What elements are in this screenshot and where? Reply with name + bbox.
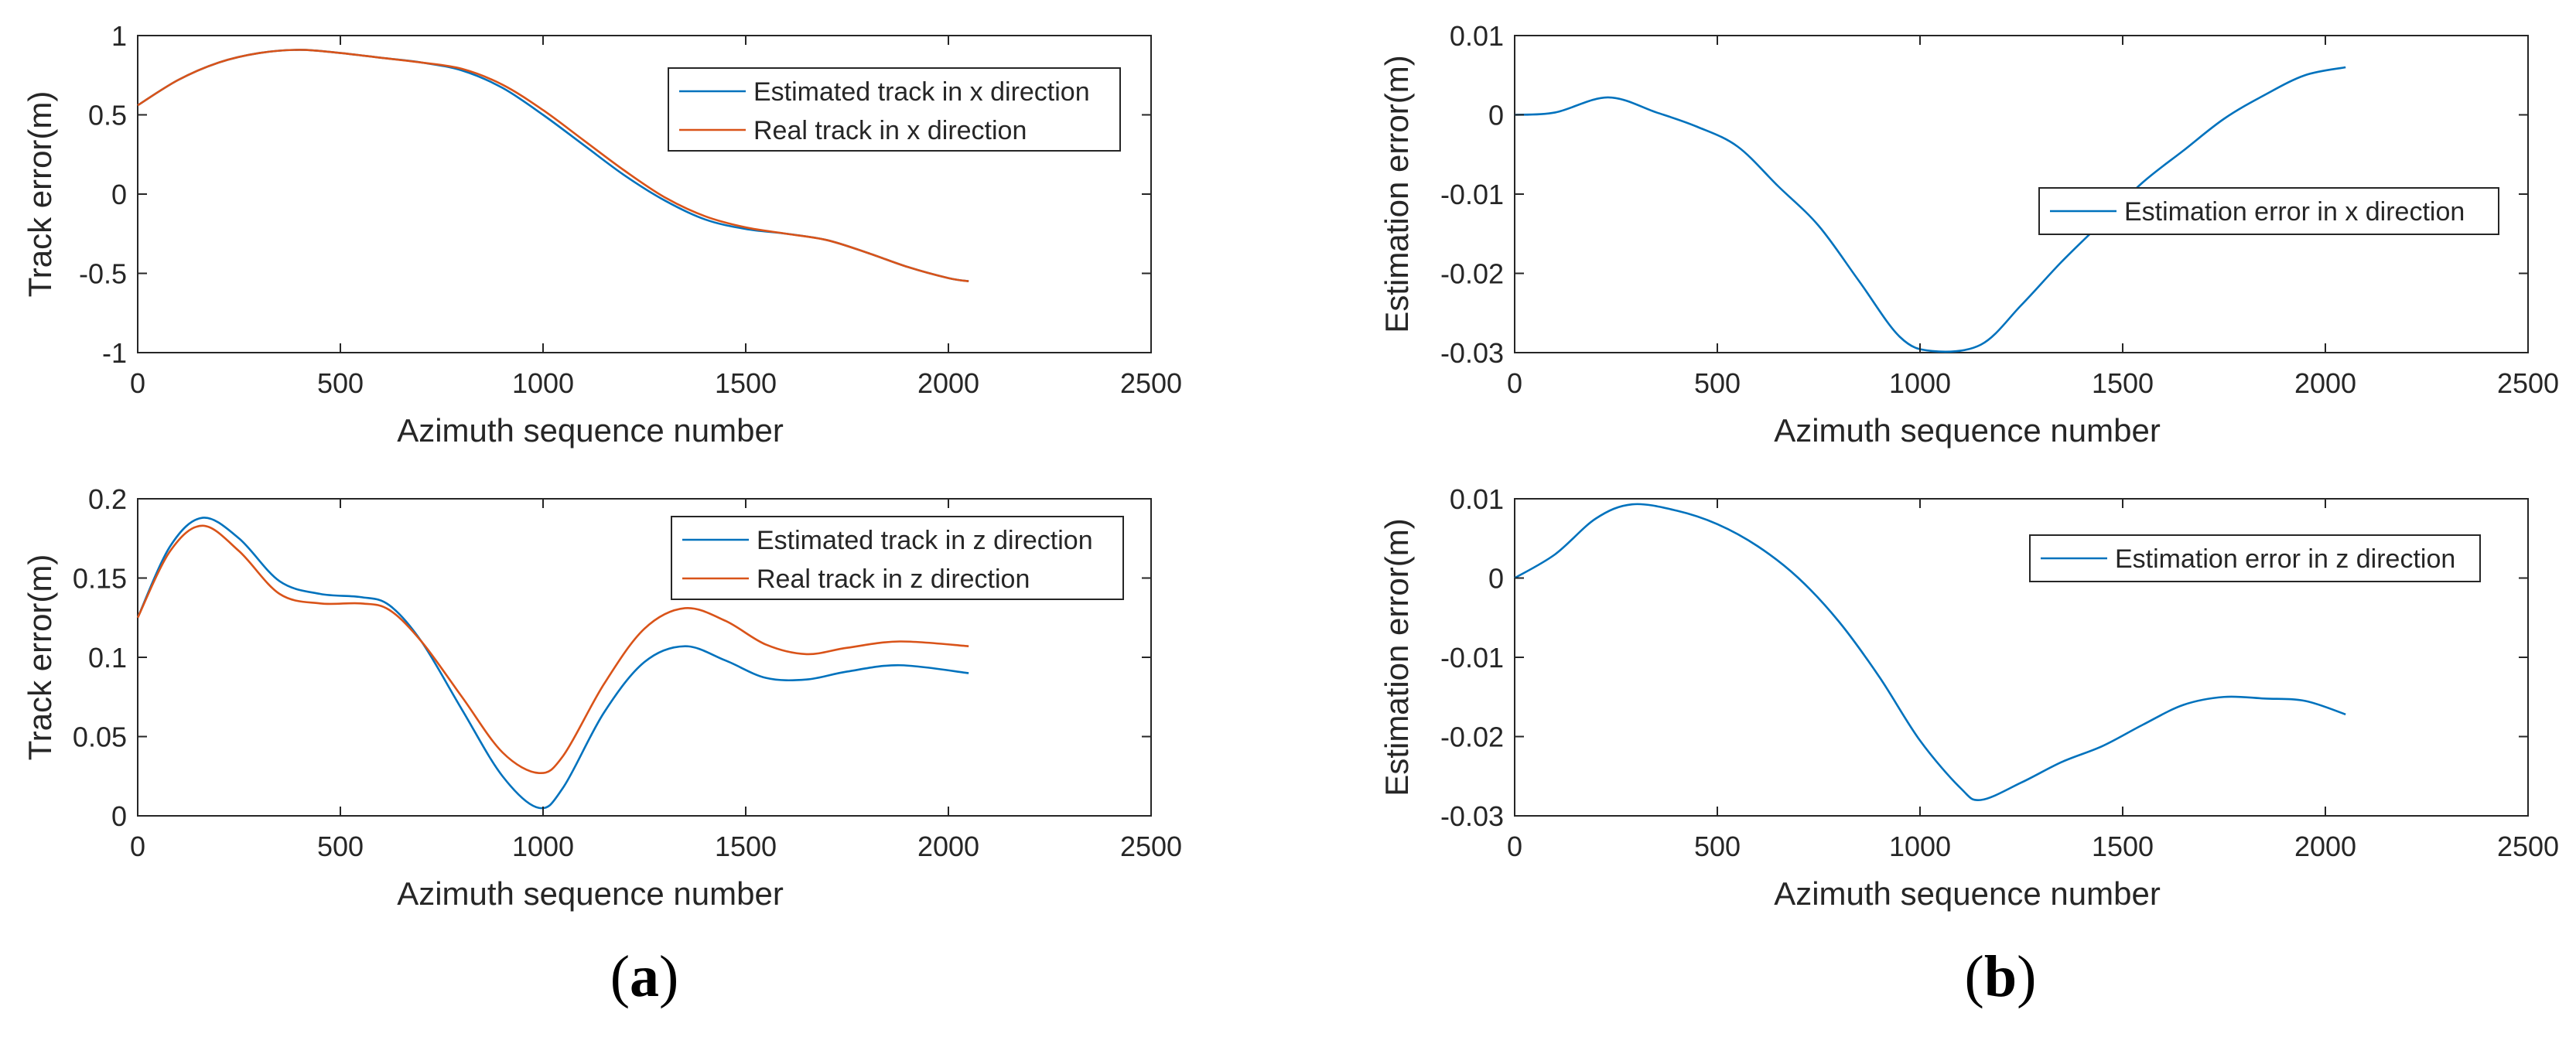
x-tick-label: 2000 bbox=[2294, 831, 2356, 862]
series-line-2 bbox=[136, 524, 969, 774]
y-tick-label: -0.03 bbox=[1440, 337, 1504, 369]
x-tick-label: 1500 bbox=[715, 831, 777, 862]
y-tick-label: 0.2 bbox=[88, 483, 127, 515]
y-tick-label: 0.01 bbox=[1450, 483, 1504, 515]
x-tick-label: 1500 bbox=[2092, 367, 2154, 399]
chart-a-top: 0 500 1000 1500 2000 2500 -1 -0.5 0 0.5 1 Azimuth s… bbox=[22, 20, 1182, 449]
x-tick-label: 2000 bbox=[917, 831, 979, 862]
x-tick-label: 1000 bbox=[1889, 367, 1951, 399]
x-tick-label: 2500 bbox=[1120, 831, 1182, 862]
y-tick-label: 0.15 bbox=[73, 563, 127, 595]
legend-label-2: Real track in x direction bbox=[753, 116, 1027, 145]
x-axis-label: Azimuth sequence number bbox=[1774, 412, 2161, 449]
y-tick-label: 0.01 bbox=[1450, 20, 1504, 52]
y-axis-label: Track error(m) bbox=[22, 554, 58, 761]
legend: Estimated track in x direction Real track… bbox=[668, 67, 1121, 152]
series-line-2 bbox=[137, 49, 969, 283]
x-tick-label: 1000 bbox=[512, 367, 574, 399]
x-tick-label: 2500 bbox=[1120, 367, 1182, 399]
panel-label-a: a bbox=[630, 944, 659, 1009]
legend-box bbox=[671, 516, 1124, 600]
x-tick-label: 2000 bbox=[2294, 367, 2356, 399]
x-tick-label: 500 bbox=[317, 367, 364, 399]
x-tick-label: 1000 bbox=[512, 831, 574, 862]
chart-b-top: 0 500 1000 1500 2000 2500 -0.03 -0.02 -0.01 0 0.01… bbox=[1379, 20, 2559, 449]
x-tick-label: 2000 bbox=[917, 367, 979, 399]
x-tick-label: 500 bbox=[317, 831, 364, 862]
y-tick-label: -0.02 bbox=[1440, 258, 1504, 290]
x-axis-label: Azimuth sequence number bbox=[1774, 875, 2161, 912]
x-tick-label: 1500 bbox=[715, 367, 777, 399]
legend-label-1: Estimation error in z direction bbox=[2115, 544, 2455, 574]
y-tick-label: 0.1 bbox=[88, 642, 127, 674]
x-axis-label: Azimuth sequence number bbox=[397, 412, 784, 449]
legend: Estimated track in z direction Real track… bbox=[671, 516, 1124, 600]
panel-label-b-wrapper: (b) bbox=[1964, 944, 2037, 1009]
y-axis-label: Track error(m) bbox=[22, 91, 58, 298]
y-tick-label: -1 bbox=[102, 337, 127, 369]
y-axis-label: Estimation error(m) bbox=[1379, 518, 1415, 796]
series-line-1 bbox=[1514, 503, 2346, 802]
series-line-1 bbox=[1514, 66, 2346, 353]
chart-a-bottom: 0 500 1000 1500 2000 2500 0 0.05 0.1 0.15 0.2 Azimu… bbox=[22, 483, 1182, 912]
y-axis-label: Estimation error(m) bbox=[1379, 55, 1415, 333]
x-tick-label: 0 bbox=[1507, 831, 1522, 862]
y-tick-label: 1 bbox=[111, 20, 127, 52]
legend: Estimation error in x direction bbox=[2038, 187, 2499, 235]
y-tick-label: 0.5 bbox=[88, 100, 127, 131]
y-tick-label: 0 bbox=[1488, 563, 1504, 595]
x-tick-label: 500 bbox=[1694, 367, 1741, 399]
panel-label-a-wrapper: (a) bbox=[610, 944, 679, 1009]
x-tick-label: 0 bbox=[1507, 367, 1522, 399]
y-tick-label: -0.02 bbox=[1440, 721, 1504, 753]
series-line-1 bbox=[136, 517, 969, 810]
chart-b-bottom: 0 500 1000 1500 2000 2500 -0.03 -0.02 -0.01 0 0.01… bbox=[1379, 483, 2559, 912]
y-tick-label: -0.03 bbox=[1440, 800, 1504, 832]
legend: Estimation error in z direction bbox=[2029, 534, 2481, 582]
y-tick-label: 0.05 bbox=[73, 721, 127, 753]
panel-label-b: b bbox=[1983, 944, 2017, 1009]
x-tick-label: 0 bbox=[130, 367, 145, 399]
legend-label-1: Estimated track in z direction bbox=[757, 526, 1093, 555]
x-tick-label: 0 bbox=[130, 831, 145, 862]
y-tick-label: 0 bbox=[1488, 100, 1504, 131]
y-tick-label: -0.5 bbox=[79, 258, 127, 290]
x-tick-label: 1000 bbox=[1889, 831, 1951, 862]
x-tick-label: 2500 bbox=[2497, 831, 2559, 862]
legend-label-1: Estimated track in x direction bbox=[753, 77, 1090, 107]
x-tick-label: 2500 bbox=[2497, 367, 2559, 399]
x-tick-label: 500 bbox=[1694, 831, 1741, 862]
y-tick-label: -0.01 bbox=[1440, 642, 1504, 674]
y-tick-label: 0 bbox=[111, 800, 127, 832]
legend-box bbox=[668, 67, 1121, 152]
y-tick-label: 0 bbox=[111, 179, 127, 210]
x-axis-label: Azimuth sequence number bbox=[397, 875, 784, 912]
legend-label-2: Real track in z direction bbox=[757, 565, 1030, 594]
y-tick-label: -0.01 bbox=[1440, 179, 1504, 210]
x-tick-label: 1500 bbox=[2092, 831, 2154, 862]
legend-label-1: Estimation error in x direction bbox=[2124, 197, 2465, 227]
